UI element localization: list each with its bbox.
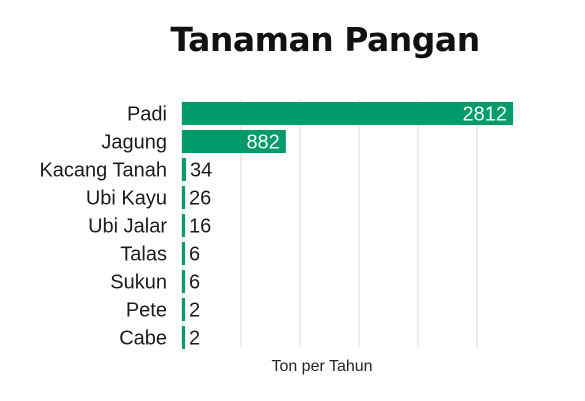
value-label-ubi-jalar: 16 [189, 216, 211, 238]
category-label-padi: Padi [127, 104, 167, 126]
category-label-ubi-jalar: Ubi Jalar [88, 216, 167, 238]
value-label-kacang-tanah: 34 [190, 160, 212, 182]
chart-title: Tanaman Pangan [170, 20, 480, 59]
category-label-pete: Pete [126, 300, 167, 322]
bar-sukun [182, 270, 185, 293]
bar-talas [182, 242, 185, 265]
value-labels: 2812 882 34 26 16 6 6 2 2 [189, 104, 507, 350]
category-label-jagung: Jagung [101, 132, 167, 154]
value-label-jagung: 882 [246, 132, 279, 154]
value-label-pete: 2 [189, 300, 200, 322]
value-label-cabe: 2 [189, 328, 200, 350]
bar-kacang-tanah [182, 158, 187, 181]
value-label-sukun: 6 [189, 272, 200, 294]
bar-jagung [182, 130, 286, 153]
bars [182, 102, 513, 349]
value-label-ubi-kayu: 26 [189, 188, 211, 210]
category-label-talas: Talas [120, 244, 167, 266]
bar-ubi-jalar [182, 214, 185, 237]
value-label-talas: 6 [189, 244, 200, 266]
bar-ubi-kayu [182, 186, 186, 209]
value-label-padi: 2812 [463, 104, 508, 126]
category-labels: Padi Jagung Kacang Tanah Ubi Kayu Ubi Jalar T… [39, 104, 167, 350]
category-label-sukun: Sukun [110, 272, 167, 294]
bar-pete [182, 298, 185, 321]
bar-cabe [182, 326, 185, 349]
category-label-kacang-tanah: Kacang Tanah [39, 160, 167, 182]
x-axis-title: Ton per Tahun [271, 358, 372, 375]
category-label-cabe: Cabe [119, 328, 167, 350]
bar-padi [182, 102, 513, 125]
category-label-ubi-kayu: Ubi Kayu [86, 188, 167, 210]
